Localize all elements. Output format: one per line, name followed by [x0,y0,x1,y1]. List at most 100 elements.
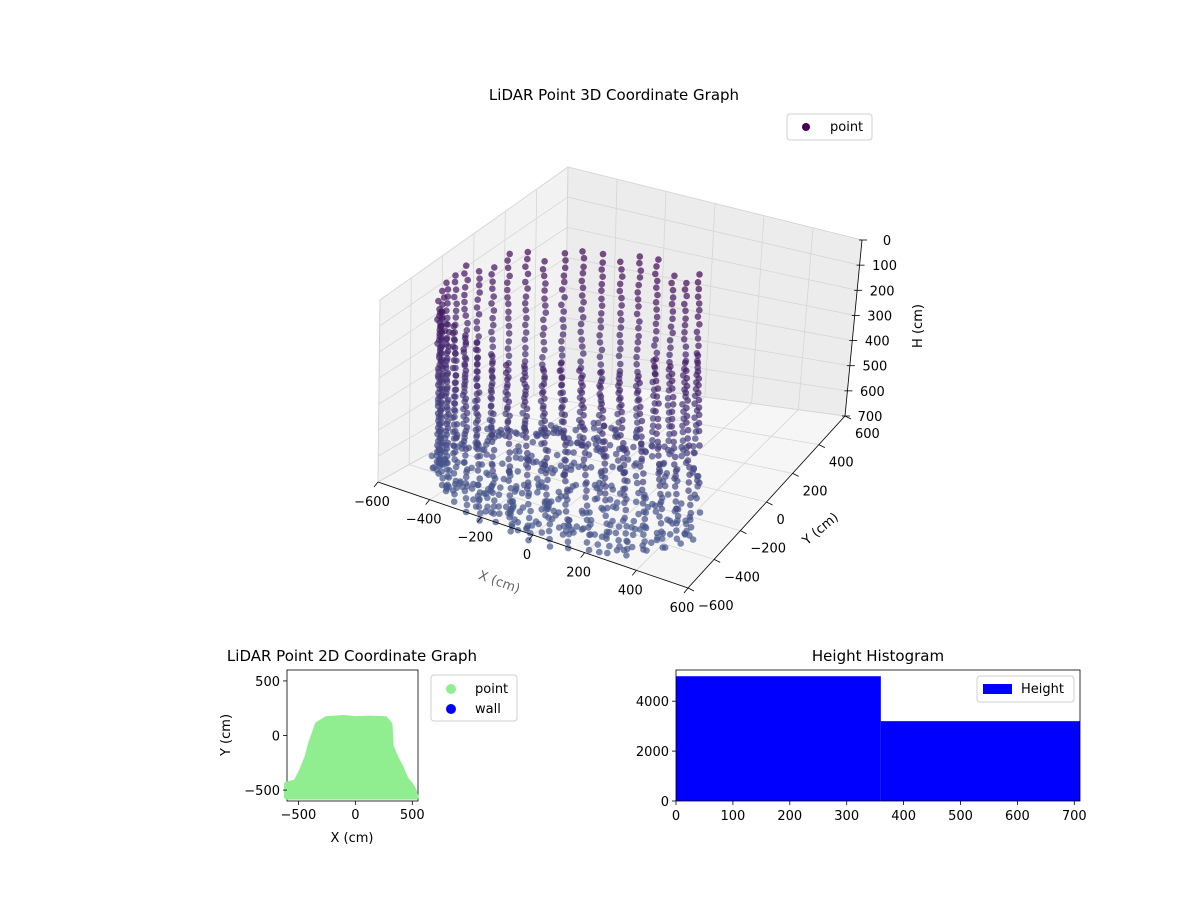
data-point-3d [539,388,547,396]
data-point-3d [616,371,623,378]
legend-2d-wall-marker [446,704,456,714]
data-point-3d [444,383,451,391]
data-point-3d [496,510,503,517]
data-point-3d [677,540,684,547]
data-point-3d [632,472,640,480]
data-point-3d [641,523,649,530]
z-tick-label-3d: 200 [870,284,895,299]
data-point-3d [633,479,641,487]
z-tick-label-3d: 400 [865,335,890,350]
grid-line [471,233,475,431]
data-point-3d [521,300,529,307]
data-point-3d [539,331,547,339]
data-point-3d [488,328,495,336]
data-point-3d [601,490,609,497]
data-point-3d [597,317,604,324]
data-point-3d [475,461,482,468]
data-point-3d [504,294,511,301]
data-point-3d [435,297,442,305]
data-point-3d [473,368,481,375]
data-point-3d [451,278,459,286]
data-point-3d [522,278,529,286]
data-point-3d [474,417,482,424]
data-point-3d [668,415,676,423]
data-point-3d [623,523,630,530]
data-point-3d [451,337,459,344]
legend-2d: point wall [430,674,518,722]
legend-2d-point-label: point [475,682,508,697]
data-point-3d [669,308,677,315]
data-point-3d [612,504,620,512]
data-point-3d [488,438,496,446]
data-point-3d [620,439,627,447]
legend-histogram-box [976,675,1075,703]
data-point-3d [461,284,469,291]
data-point-3d [683,520,690,528]
data-point-3d [673,535,681,543]
data-point-3d [696,442,703,449]
data-point-3d [514,468,522,475]
data-point-3d [504,345,512,352]
data-point-3d [634,346,641,353]
data-point-3d [497,484,504,491]
data-point-3d [656,468,664,476]
data-point-3d [613,499,621,506]
data-point-3d [540,338,548,346]
data-point-3d [522,329,530,336]
data-point-3d [616,287,624,295]
data-point-3d [668,370,676,378]
data-point-3d [444,286,452,293]
data-point-3d [505,338,513,345]
pane-back-right [564,166,863,417]
data-point-3d [490,446,498,454]
data-point-3d [572,426,579,434]
data-point-3d [694,368,702,375]
data-point-3d [544,476,551,484]
data-point-3d [437,398,445,406]
data-point-3d [695,389,702,397]
data-point-3d [489,467,497,475]
x-tick-label-histogram: 200 [777,809,802,824]
data-point-3d [640,494,648,501]
data-point-3d [524,456,531,463]
data-point-3d [602,496,609,504]
data-point-3d [462,332,469,339]
data-point-3d [524,270,532,278]
data-point-3d [505,352,513,360]
x-tick-3d [528,534,534,541]
data-point-3d [523,471,531,479]
data-point-3d [558,345,565,353]
data-point-3d [489,489,496,497]
data-point-3d [618,408,625,416]
data-point-3d [462,495,470,502]
data-point-3d [512,454,520,461]
data-point-3d [695,285,703,293]
data-point-3d [549,469,556,477]
data-point-3d [558,382,565,389]
data-point-3d [581,449,589,457]
data-point-3d [616,386,624,394]
data-point-3d [598,302,606,310]
data-point-3d [618,294,625,302]
data-point-3d [444,300,451,307]
data-point-3d [525,500,532,508]
data-point-3d [633,361,640,368]
data-point-3d [666,351,673,359]
data-point-3d [579,248,586,255]
data-point-3d [562,508,570,515]
grid-line [611,179,618,385]
data-point-3d [491,497,498,504]
data-point-3d [652,377,660,385]
x-tick-label-3d: 200 [566,566,591,581]
data-point-3d [668,279,675,287]
grid-line [565,347,848,392]
data-point-3d [560,272,568,280]
data-point-3d [683,412,691,420]
data-point-3d [475,268,483,275]
data-point-3d [640,531,647,538]
data-point-3d [585,546,593,554]
data-point-3d [523,314,530,322]
data-point-3d [475,333,483,340]
data-point-3d [661,482,669,490]
data-point-3d [562,492,569,500]
